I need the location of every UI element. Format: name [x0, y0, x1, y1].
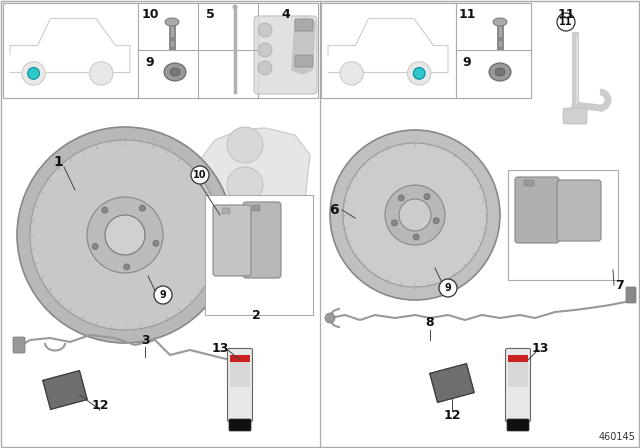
- Polygon shape: [10, 18, 130, 73]
- Circle shape: [102, 207, 108, 213]
- Circle shape: [22, 62, 45, 85]
- FancyBboxPatch shape: [254, 16, 317, 94]
- Polygon shape: [430, 364, 474, 402]
- Text: 11: 11: [557, 8, 575, 21]
- Polygon shape: [292, 18, 315, 74]
- Ellipse shape: [165, 18, 179, 26]
- Bar: [508, 170, 618, 280]
- Circle shape: [385, 185, 445, 245]
- Circle shape: [424, 194, 430, 199]
- Text: 5: 5: [205, 8, 214, 21]
- Ellipse shape: [489, 63, 511, 81]
- Circle shape: [153, 240, 159, 246]
- Circle shape: [330, 130, 500, 300]
- FancyBboxPatch shape: [295, 19, 313, 31]
- Circle shape: [17, 127, 233, 343]
- Bar: [3, 3, 138, 98]
- FancyBboxPatch shape: [507, 419, 529, 431]
- Circle shape: [413, 234, 419, 240]
- Polygon shape: [195, 128, 310, 235]
- Circle shape: [191, 166, 209, 184]
- Circle shape: [340, 62, 364, 85]
- Circle shape: [258, 43, 272, 57]
- FancyBboxPatch shape: [626, 287, 636, 303]
- Text: 9: 9: [463, 56, 471, 69]
- FancyBboxPatch shape: [213, 205, 251, 276]
- FancyBboxPatch shape: [515, 177, 559, 243]
- Bar: [524, 180, 534, 186]
- Bar: [321, 3, 531, 98]
- Text: 10: 10: [193, 170, 207, 180]
- Circle shape: [227, 127, 263, 163]
- Circle shape: [433, 218, 439, 224]
- Text: 11: 11: [458, 8, 476, 21]
- Circle shape: [439, 279, 457, 297]
- Circle shape: [105, 215, 145, 255]
- Bar: [138, 3, 258, 98]
- Ellipse shape: [164, 63, 186, 81]
- Circle shape: [90, 62, 113, 85]
- Bar: [230, 355, 250, 362]
- Text: 4: 4: [282, 8, 291, 21]
- Bar: [508, 355, 528, 362]
- Circle shape: [258, 23, 272, 37]
- Text: 6: 6: [329, 203, 339, 217]
- Circle shape: [92, 243, 98, 250]
- Text: 9: 9: [159, 290, 166, 300]
- Circle shape: [154, 286, 172, 304]
- Circle shape: [227, 167, 263, 203]
- FancyBboxPatch shape: [295, 55, 313, 67]
- Circle shape: [30, 140, 220, 330]
- Bar: [205, 195, 313, 315]
- FancyBboxPatch shape: [563, 108, 587, 124]
- Bar: [252, 205, 260, 211]
- Circle shape: [140, 205, 145, 211]
- Circle shape: [398, 195, 404, 201]
- Polygon shape: [328, 18, 448, 73]
- Circle shape: [392, 220, 397, 226]
- FancyBboxPatch shape: [229, 419, 251, 431]
- Circle shape: [258, 61, 272, 75]
- Bar: [456, 3, 531, 98]
- Text: 3: 3: [141, 333, 149, 346]
- Circle shape: [325, 313, 335, 323]
- Ellipse shape: [493, 18, 507, 26]
- Text: 9: 9: [445, 283, 451, 293]
- Text: 11: 11: [559, 17, 573, 27]
- Text: 2: 2: [252, 309, 260, 322]
- Text: 8: 8: [426, 315, 435, 328]
- Text: 12: 12: [444, 409, 461, 422]
- Bar: [222, 208, 230, 214]
- Ellipse shape: [170, 68, 180, 76]
- Circle shape: [413, 68, 425, 79]
- Circle shape: [343, 143, 487, 287]
- Text: 9: 9: [146, 56, 154, 69]
- Bar: [508, 355, 528, 387]
- FancyBboxPatch shape: [13, 337, 25, 353]
- Circle shape: [28, 68, 40, 79]
- Text: 12: 12: [92, 399, 109, 412]
- Text: 13: 13: [211, 341, 228, 354]
- FancyBboxPatch shape: [506, 349, 531, 422]
- Text: 1: 1: [53, 155, 63, 169]
- Text: 460145: 460145: [598, 432, 635, 442]
- Text: 10: 10: [141, 8, 159, 21]
- Bar: [230, 355, 250, 387]
- Ellipse shape: [495, 68, 505, 76]
- FancyBboxPatch shape: [557, 180, 601, 241]
- Circle shape: [399, 199, 431, 231]
- Text: 13: 13: [531, 341, 548, 354]
- Bar: [3, 3, 318, 98]
- FancyBboxPatch shape: [243, 202, 281, 278]
- Circle shape: [408, 62, 431, 85]
- Polygon shape: [43, 370, 87, 409]
- Bar: [321, 3, 456, 98]
- Circle shape: [87, 197, 163, 273]
- Circle shape: [232, 4, 237, 9]
- Circle shape: [557, 13, 575, 31]
- Text: 7: 7: [616, 279, 625, 292]
- Circle shape: [124, 264, 130, 270]
- FancyBboxPatch shape: [227, 349, 253, 422]
